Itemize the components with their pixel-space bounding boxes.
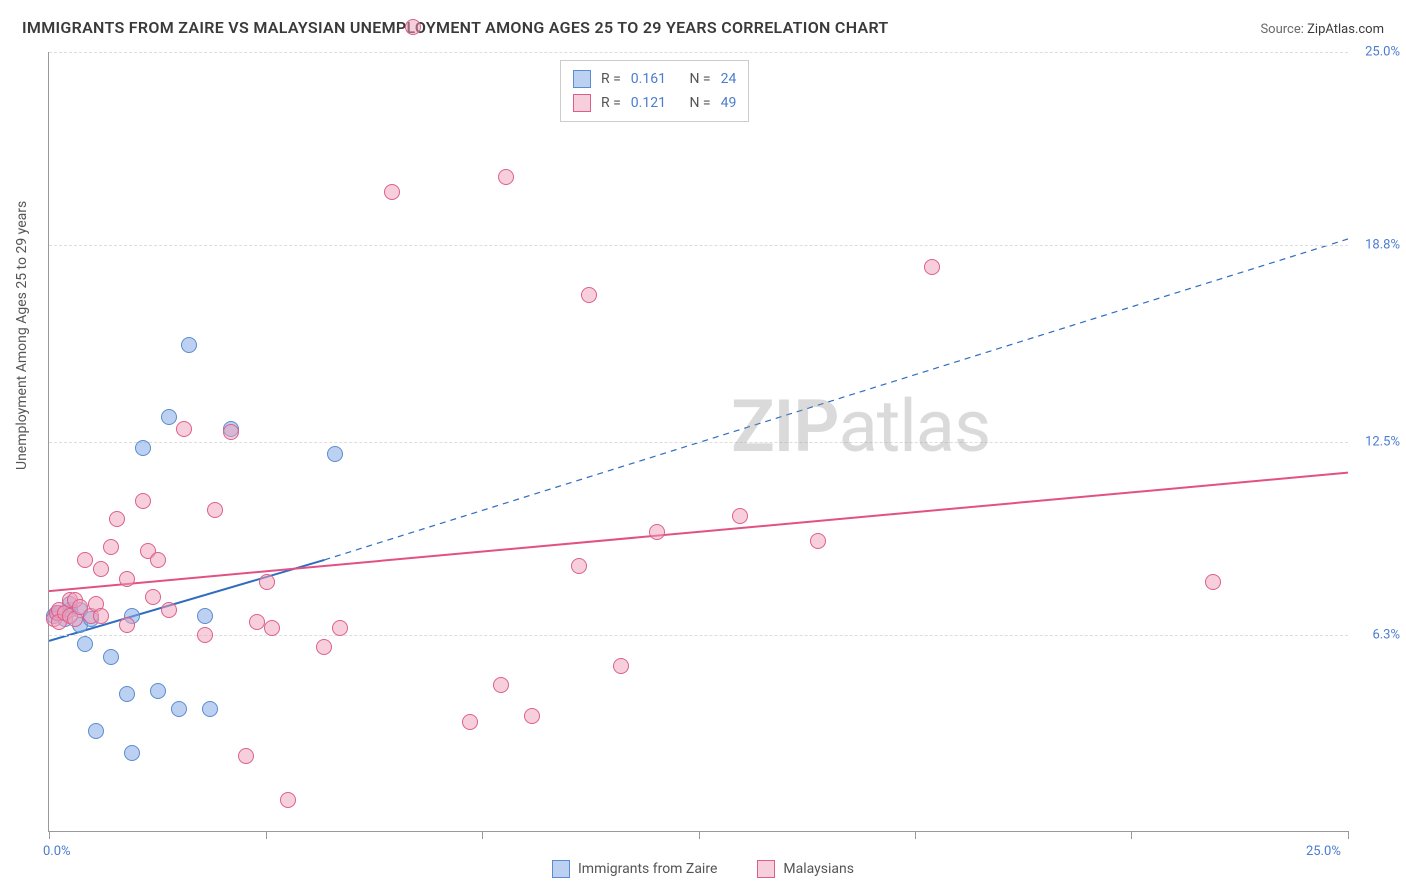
data-point-malay [145,589,161,605]
data-point-malay [280,792,296,808]
data-point-malay [264,620,280,636]
trendline-dashed-zaire [324,239,1348,560]
data-point-zaire [171,701,187,717]
data-point-malay [924,259,940,275]
data-point-malay [93,561,109,577]
data-point-malay [498,169,514,185]
source-attribution: Source: ZipAtlas.com [1260,22,1384,37]
series-legend: Immigrants from Zaire Malaysians [0,860,1406,878]
data-point-zaire [197,608,213,624]
data-point-zaire [124,745,140,761]
trendline-malay [49,473,1348,591]
x-tick [482,831,483,839]
swatch-blue [573,70,591,88]
data-point-malay [109,511,125,527]
data-point-malay [810,533,826,549]
data-point-zaire [119,686,135,702]
data-point-zaire [135,440,151,456]
data-point-zaire [103,649,119,665]
correlation-legend: R = 0.161 N = 24 R = 0.121 N = 49 [560,60,749,122]
x-tick-label: 0.0% [43,844,71,859]
data-point-malay [249,614,265,630]
data-point-malay [316,639,332,655]
data-point-malay [1205,574,1221,590]
legend-n-value: 49 [721,91,737,115]
data-point-malay [732,508,748,524]
x-tick [266,831,267,839]
x-tick-label: 25.0% [1306,844,1341,859]
legend-row-zaire: R = 0.161 N = 24 [573,67,736,91]
data-point-malay [462,714,478,730]
swatch-blue [552,860,570,878]
data-point-malay [119,571,135,587]
swatch-pink [573,94,591,112]
y-tick-label: 12.5% [1365,434,1400,449]
data-point-malay [135,493,151,509]
data-point-malay [119,617,135,633]
x-tick [1131,831,1132,839]
gridline-h [49,52,1348,53]
data-point-malay [161,602,177,618]
x-tick [915,831,916,839]
gridline-h [49,635,1348,636]
gridline-h [49,442,1348,443]
chart-title: IMMIGRANTS FROM ZAIRE VS MALAYSIAN UNEMP… [22,18,889,37]
legend-label: Immigrants from Zaire [578,861,717,877]
data-point-zaire [150,683,166,699]
data-point-malay [77,552,93,568]
source-label: Source: [1260,22,1303,37]
data-point-malay [649,524,665,540]
data-point-zaire [202,701,218,717]
data-point-malay [150,552,166,568]
data-point-malay [581,287,597,303]
x-tick [49,831,50,839]
data-point-malay [405,19,421,35]
data-point-malay [176,421,192,437]
data-point-malay [238,748,254,764]
data-point-malay [259,574,275,590]
data-point-zaire [181,337,197,353]
data-point-malay [493,677,509,693]
legend-n-value: 24 [721,67,737,91]
legend-item-zaire: Immigrants from Zaire [552,860,717,878]
source-value: ZipAtlas.com [1307,22,1384,37]
y-tick-label: 18.8% [1365,238,1400,253]
scatter-plot-area: 6.3%12.5%18.8%25.0%0.0%25.0% [48,52,1348,832]
swatch-pink [757,860,775,878]
data-point-zaire [327,446,343,462]
x-tick [1348,831,1349,839]
data-point-malay [613,658,629,674]
data-point-zaire [161,409,177,425]
legend-r-value: 0.161 [631,67,666,91]
y-axis-label: Unemployment Among Ages 25 to 29 years [14,201,30,470]
data-point-malay [223,424,239,440]
data-point-malay [571,558,587,574]
legend-row-malay: R = 0.121 N = 49 [573,91,736,115]
legend-label: Malaysians [783,861,854,877]
legend-r-label: R = [601,91,621,115]
data-point-zaire [88,723,104,739]
y-tick-label: 6.3% [1372,627,1400,642]
data-point-malay [197,627,213,643]
legend-r-value: 0.121 [631,91,666,115]
data-point-zaire [77,636,93,652]
data-point-malay [384,184,400,200]
data-point-malay [207,502,223,518]
data-point-malay [93,608,109,624]
data-point-malay [524,708,540,724]
legend-r-label: R = [601,67,621,91]
legend-n-label: N = [689,67,710,91]
legend-item-malay: Malaysians [757,860,854,878]
gridline-h [49,245,1348,246]
data-point-malay [332,620,348,636]
y-tick-label: 25.0% [1365,45,1400,60]
legend-n-label: N = [689,91,710,115]
data-point-malay [103,539,119,555]
x-tick [699,831,700,839]
